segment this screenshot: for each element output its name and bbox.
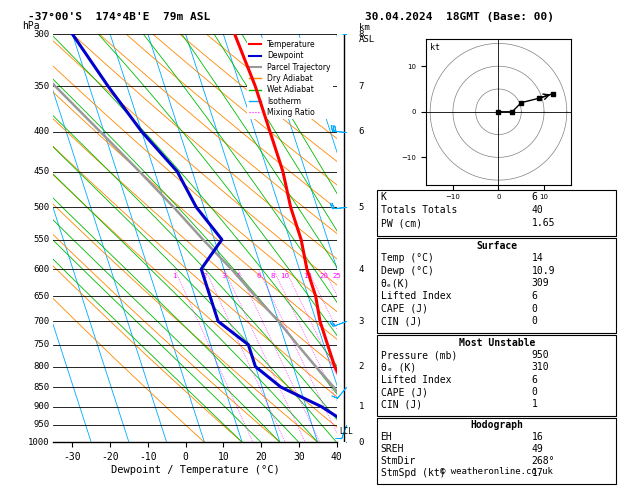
Text: Totals Totals: Totals Totals [381, 205, 457, 215]
Text: StmDir: StmDir [381, 456, 416, 466]
Text: 1: 1 [359, 402, 364, 411]
Text: StmSpd (kt): StmSpd (kt) [381, 468, 445, 478]
Text: 8: 8 [271, 273, 276, 279]
Text: LCL: LCL [340, 427, 353, 436]
Text: kt: kt [430, 43, 440, 52]
Text: 30.04.2024  18GMT (Base: 00): 30.04.2024 18GMT (Base: 00) [365, 12, 554, 22]
Text: 500: 500 [33, 203, 49, 212]
Text: hPa: hPa [22, 21, 40, 31]
Text: 6: 6 [256, 273, 260, 279]
Text: CAPE (J): CAPE (J) [381, 304, 428, 314]
Text: 268°: 268° [532, 456, 555, 466]
Text: Lifted Index: Lifted Index [381, 291, 451, 301]
Text: Temp (°C): Temp (°C) [381, 253, 433, 263]
Text: 750: 750 [33, 340, 49, 349]
Text: 950: 950 [33, 420, 49, 429]
Text: 8: 8 [359, 30, 364, 38]
Text: 600: 600 [33, 264, 49, 274]
Text: 3: 3 [222, 273, 226, 279]
Text: 309: 309 [532, 278, 549, 289]
Text: CIN (J): CIN (J) [381, 316, 421, 327]
Text: 40: 40 [532, 205, 543, 215]
Text: 6: 6 [532, 291, 537, 301]
Text: 700: 700 [33, 317, 49, 326]
Text: 5: 5 [359, 203, 364, 212]
Text: 0: 0 [532, 304, 537, 314]
Text: 4: 4 [236, 273, 240, 279]
Text: 310: 310 [532, 363, 549, 372]
Text: 17: 17 [532, 468, 543, 478]
Text: Lifted Index: Lifted Index [381, 375, 451, 385]
Text: 49: 49 [532, 444, 543, 454]
Text: 7: 7 [359, 82, 364, 91]
X-axis label: Dewpoint / Temperature (°C): Dewpoint / Temperature (°C) [111, 465, 279, 475]
Text: PW (cm): PW (cm) [381, 218, 421, 228]
Text: SREH: SREH [381, 444, 404, 454]
Text: 10: 10 [281, 273, 289, 279]
Text: 16: 16 [532, 433, 543, 442]
Text: θₑ(K): θₑ(K) [381, 278, 410, 289]
Text: EH: EH [381, 433, 392, 442]
Text: 0: 0 [359, 438, 364, 447]
Text: 950: 950 [532, 350, 549, 360]
Text: 10.9: 10.9 [532, 266, 555, 276]
Text: 1.65: 1.65 [532, 218, 555, 228]
Text: 450: 450 [33, 167, 49, 176]
Text: 1000: 1000 [28, 438, 49, 447]
Text: 850: 850 [33, 382, 49, 392]
Text: θₑ (K): θₑ (K) [381, 363, 416, 372]
Text: 550: 550 [33, 235, 49, 244]
Text: 1: 1 [172, 273, 177, 279]
Text: 4: 4 [359, 264, 364, 274]
Legend: Temperature, Dewpoint, Parcel Trajectory, Dry Adiabat, Wet Adiabat, Isotherm, Mi: Temperature, Dewpoint, Parcel Trajectory… [247, 38, 333, 119]
Text: 800: 800 [33, 362, 49, 371]
Text: 15: 15 [303, 273, 312, 279]
Text: 6: 6 [359, 127, 364, 136]
Text: 6: 6 [532, 375, 537, 385]
Text: 350: 350 [33, 82, 49, 91]
Text: 300: 300 [33, 30, 49, 38]
Text: 900: 900 [33, 402, 49, 411]
Text: 25: 25 [332, 273, 341, 279]
Text: 6: 6 [532, 192, 537, 202]
Text: 20: 20 [320, 273, 328, 279]
Text: Most Unstable: Most Unstable [459, 338, 535, 348]
Text: 14: 14 [532, 253, 543, 263]
Text: km: km [359, 22, 369, 32]
Text: 650: 650 [33, 292, 49, 301]
Text: CIN (J): CIN (J) [381, 399, 421, 409]
Text: 2: 2 [359, 362, 364, 371]
Text: Dewp (°C): Dewp (°C) [381, 266, 433, 276]
Text: 400: 400 [33, 127, 49, 136]
Text: -37°00'S  174°4B'E  79m ASL: -37°00'S 174°4B'E 79m ASL [28, 12, 211, 22]
Text: K: K [381, 192, 386, 202]
Text: CAPE (J): CAPE (J) [381, 387, 428, 397]
Text: © weatheronline.co.uk: © weatheronline.co.uk [440, 467, 554, 476]
Text: 0: 0 [532, 387, 537, 397]
Text: ASL: ASL [359, 35, 375, 44]
Text: Hodograph: Hodograph [470, 420, 523, 431]
Text: 1: 1 [532, 399, 537, 409]
Text: 2: 2 [203, 273, 208, 279]
Text: 3: 3 [359, 317, 364, 326]
Text: Surface: Surface [476, 241, 518, 251]
Text: Pressure (mb): Pressure (mb) [381, 350, 457, 360]
Text: 0: 0 [532, 316, 537, 327]
